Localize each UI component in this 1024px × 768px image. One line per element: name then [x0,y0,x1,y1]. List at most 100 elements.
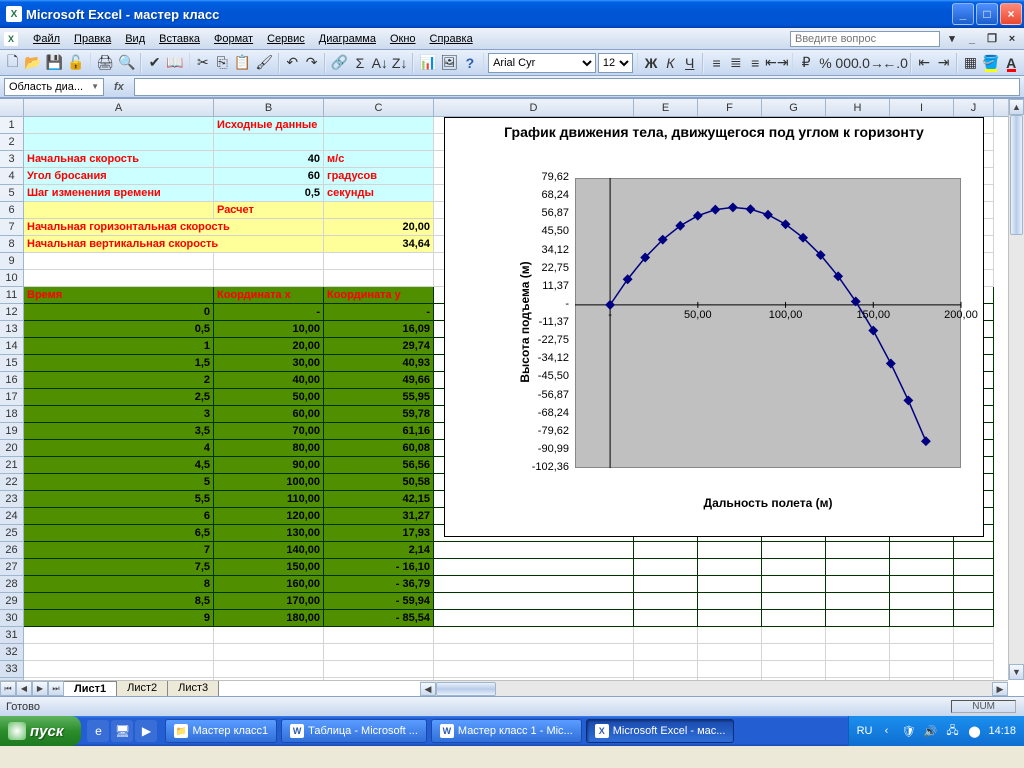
horizontal-scrollbar[interactable]: ◀ ▶ [420,680,1008,696]
cell[interactable]: 5 [24,474,214,491]
cell[interactable]: Время [24,287,214,304]
cell[interactable] [434,542,634,559]
cell[interactable]: 3 [24,406,214,423]
cell[interactable] [24,270,214,287]
cell[interactable]: 100,00 [214,474,324,491]
name-box[interactable]: Область диа... ▼ [4,78,104,96]
cell[interactable]: 8 [24,576,214,593]
cell[interactable]: 60,08 [324,440,434,457]
cell[interactable] [698,542,762,559]
cell[interactable] [324,253,434,270]
cell[interactable] [762,593,826,610]
cell[interactable]: Координата x [214,287,324,304]
cell[interactable] [954,610,994,627]
cell[interactable] [634,610,698,627]
row-header-23[interactable]: 23 [0,491,24,508]
cell[interactable]: 90,00 [214,457,324,474]
col-header-H[interactable]: H [826,99,890,116]
cell[interactable]: 150,00 [214,559,324,576]
cell[interactable]: - 36,79 [324,576,434,593]
row-header-20[interactable]: 20 [0,440,24,457]
menu-справка[interactable]: Справка [423,33,480,45]
minimize-button[interactable]: _ [952,3,974,25]
col-header-J[interactable]: J [954,99,994,116]
embedded-chart[interactable]: График движения тела, движущегося под уг… [444,117,984,537]
sort-asc-icon[interactable]: A↓ [371,52,389,74]
autosum-icon[interactable]: Σ [351,52,368,74]
currency-icon[interactable]: ₽ [797,52,814,74]
cell[interactable] [634,542,698,559]
row-header-7[interactable]: 7 [0,219,24,236]
cell[interactable]: 61,16 [324,423,434,440]
col-header-E[interactable]: E [634,99,698,116]
row-header-16[interactable]: 16 [0,372,24,389]
col-header-I[interactable]: I [890,99,954,116]
cell[interactable] [762,559,826,576]
cell[interactable]: 1,5 [24,355,214,372]
cell[interactable]: Угол бросания [24,168,214,185]
cell[interactable]: градусов [324,168,434,185]
font-size-combo[interactable]: 12 [598,53,633,73]
name-box-dropdown-icon[interactable]: ▼ [91,82,99,91]
sheet-tab-Лист2[interactable]: Лист2 [117,681,168,696]
task-button[interactable]: WТаблица - Microsoft ... [281,719,427,743]
menu-окно[interactable]: Окно [383,33,423,45]
cell[interactable] [24,134,214,151]
cell[interactable] [434,627,634,644]
cell[interactable] [24,661,214,678]
cell[interactable] [762,542,826,559]
cell[interactable] [214,253,324,270]
cell[interactable]: 3,5 [24,423,214,440]
tray-shield-icon[interactable]: 🛡 [900,723,916,739]
cell[interactable] [214,270,324,287]
cell[interactable] [954,559,994,576]
cell[interactable] [826,559,890,576]
new-icon[interactable]: 🗋 [4,52,21,74]
cell[interactable]: 50,58 [324,474,434,491]
row-header-3[interactable]: 3 [0,151,24,168]
cell[interactable] [890,542,954,559]
align-left-icon[interactable]: ≡ [708,52,725,74]
cell[interactable] [324,644,434,661]
cell[interactable] [24,644,214,661]
row-header-31[interactable]: 31 [0,627,24,644]
sheet-tab-Лист1[interactable]: Лист1 [64,681,117,696]
cell[interactable] [634,644,698,661]
cell[interactable]: 130,00 [214,525,324,542]
cell[interactable]: 20,00 [324,219,434,236]
cell[interactable]: 80,00 [214,440,324,457]
row-header-27[interactable]: 27 [0,559,24,576]
row-header-8[interactable]: 8 [0,236,24,253]
row-header-5[interactable]: 5 [0,185,24,202]
row-header-21[interactable]: 21 [0,457,24,474]
cell[interactable]: 5,5 [24,491,214,508]
vertical-scrollbar[interactable]: ▲ ▼ [1008,99,1024,680]
cell[interactable] [24,627,214,644]
align-right-icon[interactable]: ≡ [747,52,764,74]
tab-nav-first-icon[interactable]: ⏮ [0,681,16,696]
cell[interactable] [890,576,954,593]
dec-indent-icon[interactable]: ⇤ [916,52,933,74]
row-header-33[interactable]: 33 [0,661,24,678]
cell[interactable] [434,661,634,678]
merge-icon[interactable]: ⇤⇥ [766,52,788,74]
cell[interactable] [762,610,826,627]
col-header-D[interactable]: D [434,99,634,116]
cell[interactable] [698,610,762,627]
scroll-down-icon[interactable]: ▼ [1009,664,1024,680]
cell[interactable] [698,661,762,678]
cell[interactable] [826,593,890,610]
cell[interactable] [214,661,324,678]
font-name-combo[interactable]: Arial Cyr [488,53,596,73]
cell[interactable] [214,134,324,151]
cell[interactable]: Расчет [214,202,324,219]
cell[interactable]: 6 [24,508,214,525]
select-all-corner[interactable] [0,99,24,116]
row-header-4[interactable]: 4 [0,168,24,185]
cell[interactable] [434,559,634,576]
borders-icon[interactable]: ▦ [962,52,979,74]
inc-indent-icon[interactable]: ⇥ [935,52,952,74]
comma-icon[interactable]: 000 [836,52,858,74]
cell[interactable]: Начальная скорость [24,151,214,168]
cell[interactable]: 49,66 [324,372,434,389]
